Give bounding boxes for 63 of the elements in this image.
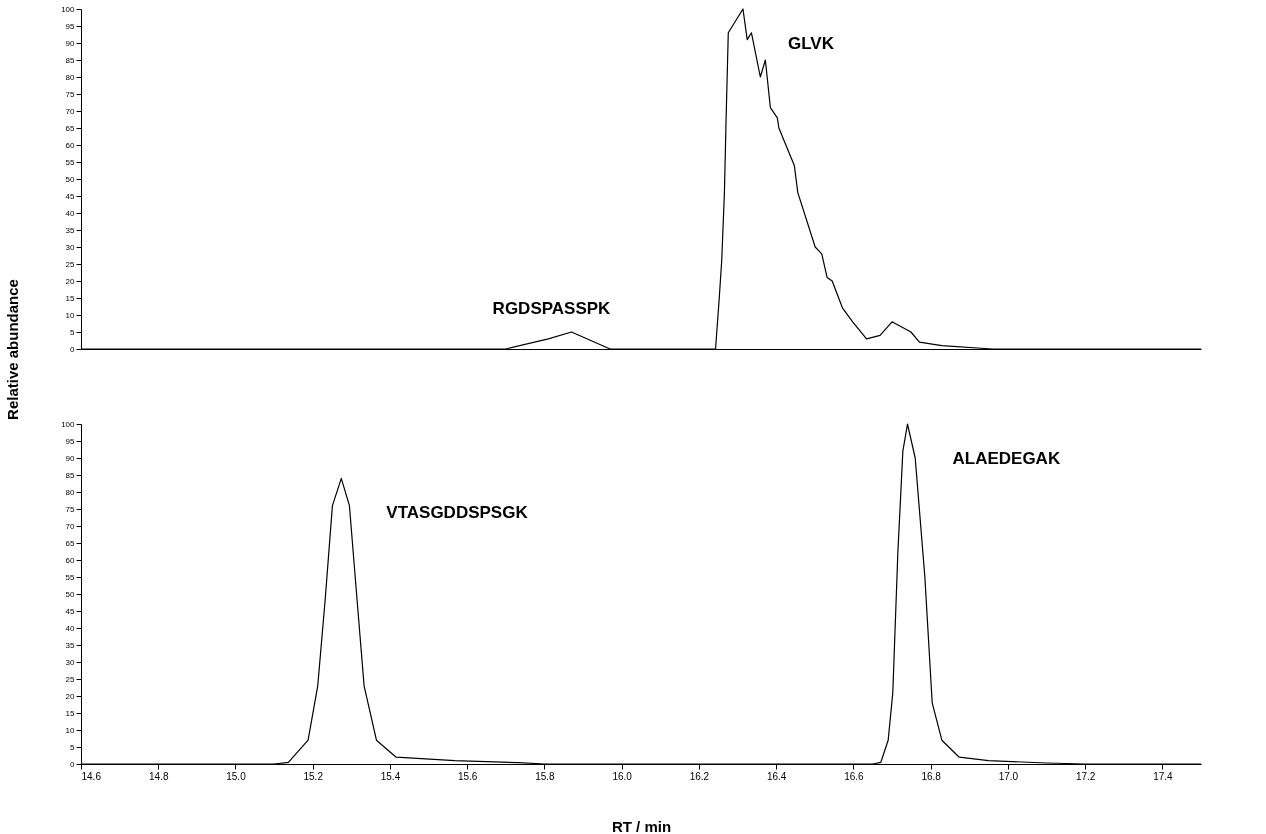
- y-tick-label: 85: [65, 470, 76, 480]
- y-tick-label: 20: [65, 276, 76, 286]
- y-tick-label: 5: [70, 742, 76, 752]
- y-axis-title: Relative abundance: [4, 279, 22, 420]
- y-tick-label: 45: [65, 606, 76, 616]
- y-tick-label: 40: [65, 623, 76, 633]
- y-tick-label: 15: [65, 708, 76, 718]
- y-tick-label: 35: [65, 640, 76, 650]
- annotation: GLVK: [787, 34, 835, 53]
- y-tick-label: 45: [65, 191, 76, 201]
- y-tick-label: 70: [65, 521, 76, 531]
- y-tick-label: 90: [65, 453, 76, 463]
- annotation: VTASGDDSPSGK: [386, 503, 529, 523]
- y-tick-label: 10: [65, 725, 76, 735]
- y-tick-label: 60: [65, 140, 76, 150]
- y-tick-label: 80: [65, 487, 76, 497]
- x-tick-label: 17.0: [998, 770, 1019, 782]
- x-axis-title: RT / min: [611, 817, 672, 834]
- y-tick-label: 10: [65, 310, 76, 320]
- x-tick-label: 16.8: [921, 770, 942, 782]
- y-tick-label: 30: [65, 242, 76, 252]
- x-tick-label: 16.4: [766, 770, 787, 782]
- y-tick-label: 0: [70, 759, 76, 769]
- y-tick-label: 55: [65, 157, 76, 167]
- x-tick-label: 14.6: [81, 770, 102, 782]
- y-tick-label: 55: [65, 572, 76, 582]
- y-tick-label: 70: [65, 106, 76, 116]
- x-tick-label: 15.6: [457, 770, 478, 782]
- x-tick-label: 17.4: [1153, 770, 1174, 782]
- y-tick-label: 65: [65, 538, 76, 548]
- y-tick-label: 25: [65, 674, 76, 684]
- y-tick-label: 60: [65, 555, 76, 565]
- y-tick-label: 100: [61, 4, 76, 14]
- y-tick-label: 75: [65, 89, 76, 99]
- x-tick-label: 15.2: [303, 770, 324, 782]
- y-tick-label: 40: [65, 208, 76, 218]
- y-tick-label: 95: [65, 436, 76, 446]
- x-tick-label: 16.0: [612, 770, 633, 782]
- y-tick-label: 0: [70, 344, 76, 354]
- x-tick-label: 16.6: [844, 770, 865, 782]
- y-tick-label: 85: [65, 55, 76, 65]
- y-tick-label: 25: [65, 259, 76, 269]
- y-tick-label: 35: [65, 225, 76, 235]
- annotation: RGDSPASSPK: [492, 299, 612, 318]
- y-tick-label: 50: [65, 589, 76, 599]
- y-tick-label: 80: [65, 72, 76, 82]
- y-tick-label: 15: [65, 293, 76, 303]
- y-tick-label: 90: [65, 38, 76, 48]
- y-tick-label: 95: [65, 21, 76, 31]
- x-tick-label: 14.8: [149, 770, 169, 782]
- y-tick-label: 50: [65, 174, 76, 184]
- x-tick-label: 15.8: [535, 770, 556, 782]
- x-tick-label: 15.0: [226, 770, 247, 782]
- y-tick-label: 65: [65, 123, 76, 133]
- x-tick-label: 15.4: [380, 770, 401, 782]
- x-tick-label: 17.2: [1075, 770, 1096, 782]
- y-tick-label: 75: [65, 504, 76, 514]
- y-tick-label: 30: [65, 657, 76, 667]
- y-tick-label: 100: [61, 419, 76, 429]
- y-tick-label: 5: [70, 327, 76, 337]
- annotation: ALAEDEGAK: [952, 449, 1061, 468]
- x-tick-label: 16.2: [689, 770, 710, 782]
- y-tick-label: 20: [65, 691, 76, 701]
